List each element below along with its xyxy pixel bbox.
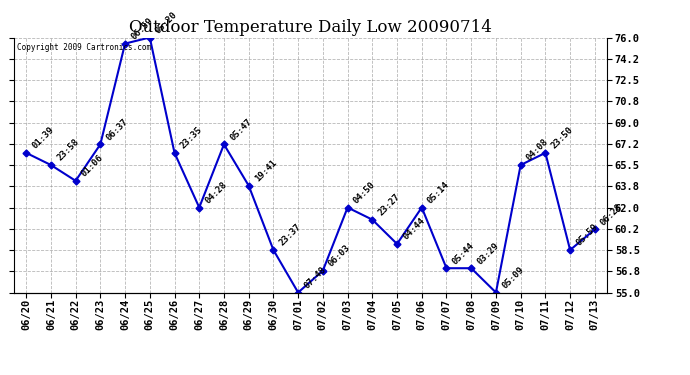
Text: Copyright 2009 Cartronics.com: Copyright 2009 Cartronics.com — [17, 43, 151, 52]
Text: 23:58: 23:58 — [55, 138, 81, 163]
Text: 05:20: 05:20 — [154, 10, 179, 35]
Text: 06:59: 06:59 — [129, 16, 155, 41]
Text: 01:06: 01:06 — [80, 153, 105, 178]
Text: 19:41: 19:41 — [253, 158, 278, 183]
Text: 05:47: 05:47 — [228, 117, 253, 142]
Text: 06:28: 06:28 — [599, 202, 624, 227]
Text: 06:03: 06:03 — [327, 243, 353, 268]
Text: 23:50: 23:50 — [549, 125, 575, 151]
Text: 23:37: 23:37 — [277, 222, 303, 248]
Title: Outdoor Temperature Daily Low 20090714: Outdoor Temperature Daily Low 20090714 — [129, 19, 492, 36]
Text: 05:44: 05:44 — [451, 241, 476, 266]
Text: 01:39: 01:39 — [30, 125, 56, 151]
Text: 03:29: 03:29 — [475, 241, 501, 266]
Text: 04:50: 04:50 — [352, 180, 377, 206]
Text: 07:48: 07:48 — [302, 265, 328, 290]
Text: 04:28: 04:28 — [204, 180, 229, 206]
Text: 05:14: 05:14 — [426, 180, 451, 206]
Text: 04:08: 04:08 — [525, 138, 550, 163]
Text: 23:27: 23:27 — [377, 192, 402, 217]
Text: 06:37: 06:37 — [104, 117, 130, 142]
Text: 05:59: 05:59 — [574, 222, 600, 248]
Text: 04:44: 04:44 — [401, 216, 426, 242]
Text: 23:35: 23:35 — [179, 125, 204, 151]
Text: 05:09: 05:09 — [500, 265, 526, 290]
